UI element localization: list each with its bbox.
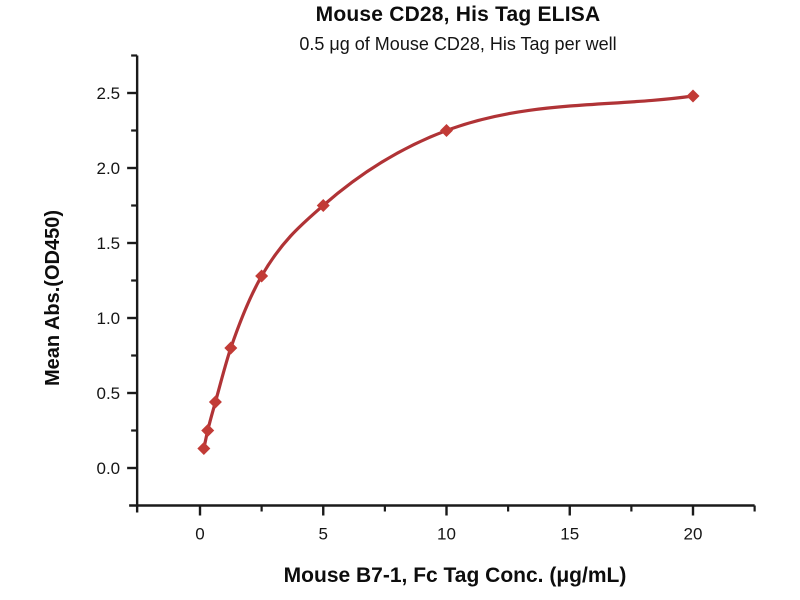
data-point-marker	[201, 424, 215, 437]
chart-title: Mouse CD28, His Tag ELISA	[315, 3, 601, 26]
x-tick-label: 20	[684, 525, 703, 544]
data-point-marker	[316, 199, 330, 212]
y-tick-label: 1.0	[97, 309, 121, 328]
chart-subtitle: 0.5 μg of Mouse CD28, His Tag per well	[299, 34, 617, 54]
x-tick-label: 5	[319, 525, 328, 544]
data-point-marker	[197, 442, 211, 455]
data-point-marker	[440, 124, 453, 137]
x-tick-label: 10	[437, 525, 456, 544]
data-point-marker	[208, 395, 222, 409]
data-point-marker	[255, 269, 269, 283]
y-tick-label: 2.0	[97, 159, 121, 178]
y-tick-label: 2.5	[97, 84, 121, 103]
x-tick-label: 0	[195, 525, 204, 544]
y-tick-label: 0.5	[97, 384, 121, 403]
fit-curve	[202, 94, 695, 451]
x-axis-title: Mouse B7-1, Fc Tag Conc. (μg/mL)	[283, 564, 627, 587]
x-tick-label: 15	[560, 525, 579, 544]
data-point-marker	[224, 341, 238, 355]
y-tick-label: 1.5	[97, 234, 121, 253]
data-point-marker	[686, 89, 700, 103]
y-tick-label: 0.0	[97, 459, 121, 478]
